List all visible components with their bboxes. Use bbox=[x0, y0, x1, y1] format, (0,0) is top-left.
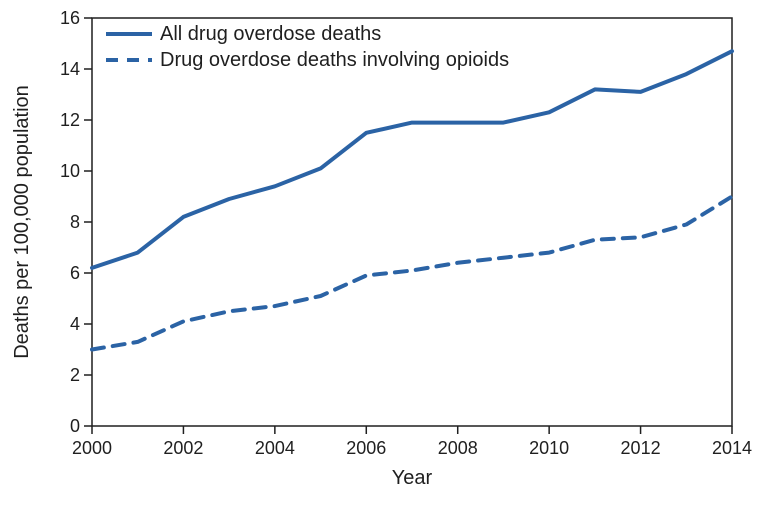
x-tick-label: 2004 bbox=[255, 438, 295, 458]
x-tick-label: 2000 bbox=[72, 438, 112, 458]
y-tick-label: 14 bbox=[60, 59, 80, 79]
y-tick-label: 10 bbox=[60, 161, 80, 181]
legend-label-1: Drug overdose deaths involving opioids bbox=[160, 49, 509, 71]
y-tick-label: 2 bbox=[70, 365, 80, 385]
y-axis-label: Deaths per 100,000 population bbox=[11, 85, 33, 359]
x-tick-label: 2008 bbox=[438, 438, 478, 458]
chart-bg bbox=[0, 0, 767, 505]
x-tick-label: 2006 bbox=[346, 438, 386, 458]
y-tick-label: 12 bbox=[60, 110, 80, 130]
y-tick-label: 8 bbox=[70, 212, 80, 232]
y-tick-label: 4 bbox=[70, 314, 80, 334]
chart-svg: 0 2 4 6 8 10 12 14 16 2000 2002 2004 2006 2008 2010 201… bbox=[0, 0, 767, 505]
y-tick-label: 16 bbox=[60, 8, 80, 28]
y-tick-label: 6 bbox=[70, 263, 80, 283]
x-tick-label: 2010 bbox=[529, 438, 569, 458]
x-tick-label: 2002 bbox=[163, 438, 203, 458]
legend-label-0: All drug overdose deaths bbox=[160, 23, 381, 45]
overdose-line-chart: 0 2 4 6 8 10 12 14 16 2000 2002 2004 2006 2008 2010 201… bbox=[0, 0, 767, 505]
y-tick-label: 0 bbox=[70, 416, 80, 436]
x-axis-label: Year bbox=[392, 467, 433, 489]
x-tick-label: 2014 bbox=[712, 438, 752, 458]
x-tick-label: 2012 bbox=[621, 438, 661, 458]
